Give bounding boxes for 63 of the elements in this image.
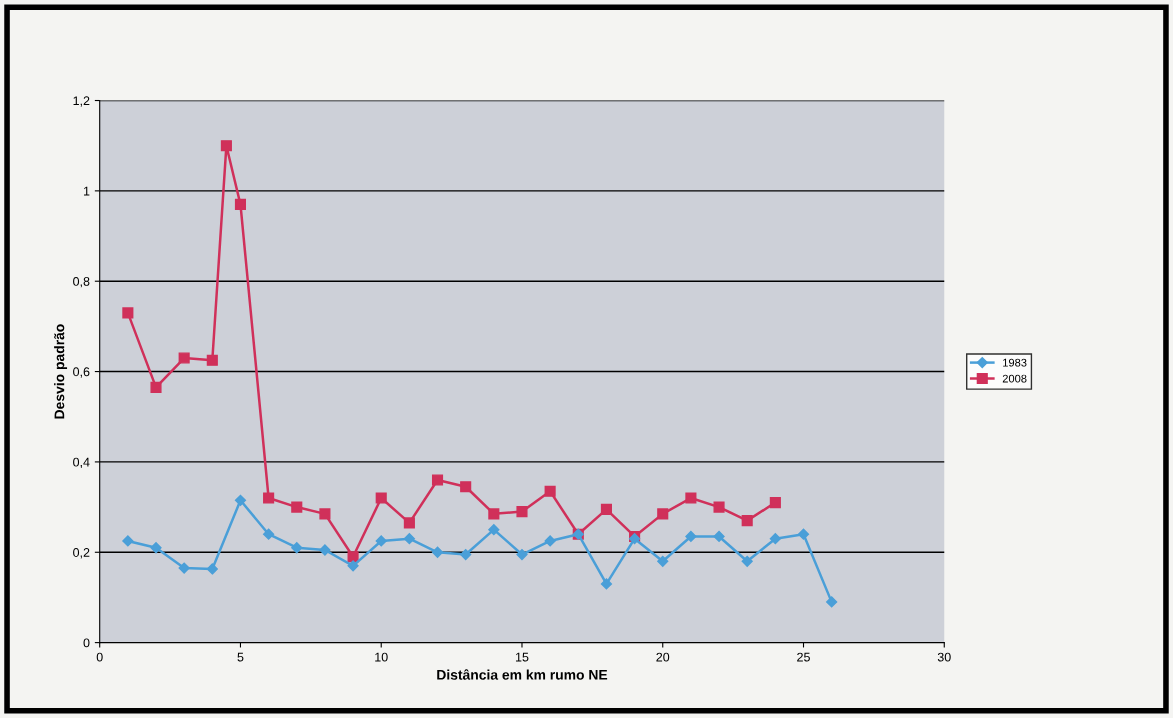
point xyxy=(263,492,275,504)
point xyxy=(291,542,303,554)
point xyxy=(178,562,190,574)
y-tick-label: 0 xyxy=(83,638,90,648)
point xyxy=(544,485,556,497)
point xyxy=(431,474,444,486)
x-axis-title: Distância em km rumo NE xyxy=(437,669,608,680)
x-tick-label: 30 xyxy=(937,652,951,662)
point xyxy=(150,542,162,554)
point xyxy=(713,501,725,513)
point xyxy=(375,535,387,547)
point xyxy=(347,560,359,572)
point xyxy=(657,508,669,520)
point xyxy=(797,528,810,540)
y-tick-label: 0,2 xyxy=(73,548,90,559)
point xyxy=(234,198,247,210)
point xyxy=(685,530,697,543)
point xyxy=(234,494,247,506)
x-tick-label: 5 xyxy=(237,652,244,662)
point xyxy=(741,555,753,567)
point xyxy=(741,515,753,527)
point xyxy=(206,563,218,575)
point xyxy=(488,508,500,520)
y-tick-label: 0,6 xyxy=(73,367,90,378)
legend-label: 1983 xyxy=(1003,358,1027,367)
legend-label: 2008 xyxy=(1002,374,1027,383)
point xyxy=(150,381,162,393)
point xyxy=(460,548,472,561)
y-axis-title: Desvio padrão xyxy=(54,324,68,419)
point xyxy=(600,503,612,515)
x-tick-label: 25 xyxy=(797,652,810,662)
point xyxy=(685,492,697,504)
point xyxy=(769,533,781,545)
point xyxy=(291,501,303,513)
point xyxy=(263,528,275,540)
point xyxy=(516,506,528,518)
point xyxy=(516,548,528,561)
point xyxy=(178,352,190,364)
point xyxy=(488,524,500,536)
point xyxy=(460,481,472,493)
y-tick-label: 0,8 xyxy=(73,277,90,288)
y-tick-label: 1 xyxy=(83,186,90,196)
point xyxy=(600,578,613,590)
y-tick-label: 0,4 xyxy=(73,457,90,469)
point xyxy=(403,533,415,545)
point xyxy=(431,546,444,558)
point xyxy=(769,497,781,509)
point xyxy=(122,535,134,547)
point xyxy=(122,307,134,319)
point xyxy=(657,555,669,567)
y-tick-label: 1,2 xyxy=(73,96,90,107)
point xyxy=(403,517,415,529)
x-tick-label: 15 xyxy=(515,652,529,662)
x-tick-label: 0 xyxy=(96,652,103,662)
point xyxy=(713,530,725,543)
point xyxy=(319,508,331,520)
x-tick-label: 20 xyxy=(656,652,670,662)
point xyxy=(826,596,838,608)
point xyxy=(544,535,556,547)
x-tick-label: 10 xyxy=(375,652,388,662)
point xyxy=(206,354,218,366)
point xyxy=(220,140,232,152)
point xyxy=(375,492,387,504)
